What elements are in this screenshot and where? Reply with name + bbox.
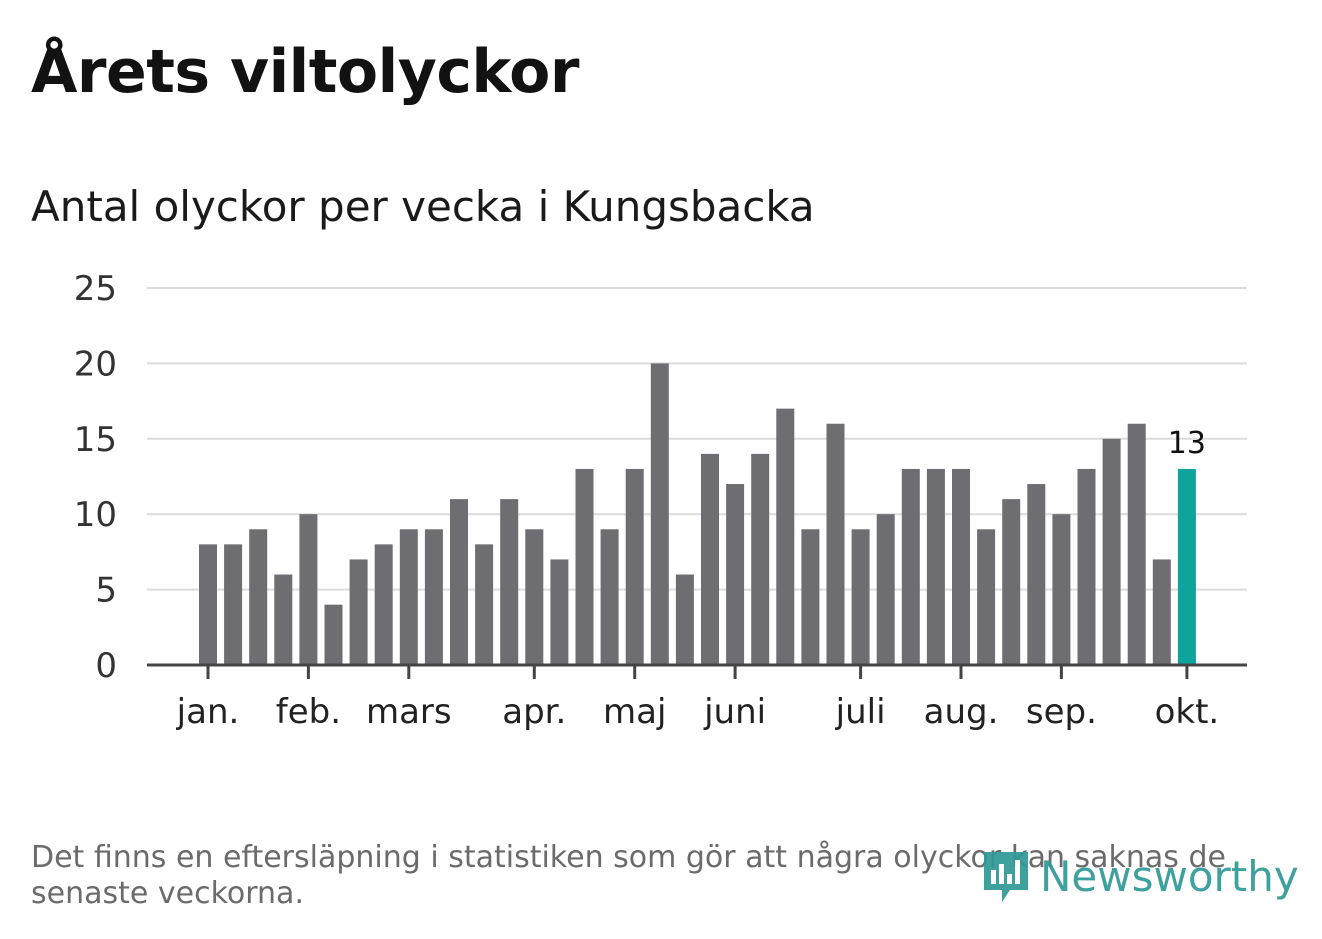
bar [224,544,243,665]
x-tick-label: jan. [176,692,240,732]
bar [1177,468,1196,665]
bar [424,529,443,665]
bar [1102,438,1121,665]
bar [374,544,393,665]
bar [249,529,268,665]
bar [901,468,920,665]
bar [550,559,569,665]
bar [1152,559,1171,665]
x-tick-label: apr. [502,692,566,732]
bar [1027,484,1046,665]
bar [801,529,820,665]
bar [851,529,870,665]
bar [675,574,694,665]
bar [274,574,293,665]
bar [1127,423,1146,665]
y-tick-label: 15 [74,420,117,460]
bar [1077,468,1096,665]
bar [650,363,669,665]
bar [977,529,996,665]
x-tick-label: maj [603,692,666,732]
x-tick-label: feb. [276,692,341,732]
bar [726,484,745,665]
chart-title: Årets viltolyckor [31,37,580,107]
bar [701,453,719,665]
y-tick-label: 20 [74,344,117,384]
logo-text: Newsworthy [1040,852,1299,901]
x-tick-label: juni [703,692,766,732]
bar [751,453,770,665]
newsworthy-logo: Newsworthy [980,848,1299,906]
y-tick-label: 5 [95,571,117,611]
bar [450,499,468,665]
bar [826,423,845,665]
bar-chart: 0 5 10 15 20 25 13 jan. feb. mars apr. maj juni juli a… [74,269,1247,732]
x-tick-label: aug. [924,692,999,732]
y-tick-label: 0 [95,646,117,686]
bar [299,514,318,665]
x-tick-label: okt. [1155,692,1220,732]
bar [324,604,343,665]
bar [876,514,895,665]
y-tick-label: 25 [74,269,117,309]
bar [1002,499,1021,665]
bar [475,544,494,665]
bar [952,468,970,665]
bar [199,544,217,665]
bar [1052,514,1071,665]
bar [600,529,619,665]
chart-subtitle: Antal olyckor per vecka i Kungsbacka [31,182,815,231]
bar [525,529,544,665]
bar [399,529,418,665]
y-tick-label: 10 [74,495,117,535]
bar [575,468,594,665]
x-tick-label: juli [835,692,886,732]
data-label: 13 [1168,426,1206,461]
bar [625,468,644,665]
bar [776,408,795,665]
bar [500,499,519,665]
bar [926,468,945,665]
x-tick-label: sep. [1026,692,1097,732]
x-tick-label: mars [366,692,452,732]
chart-logo-icon [984,852,1028,902]
bar [349,559,368,665]
